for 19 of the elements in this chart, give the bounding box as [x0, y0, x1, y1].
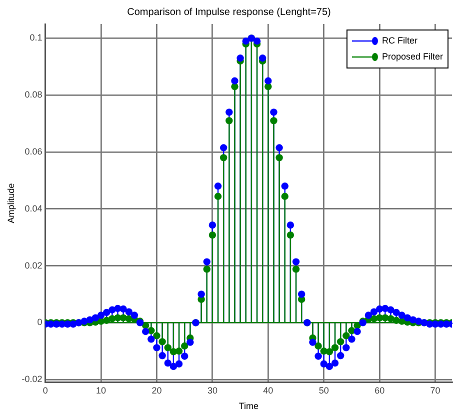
- y-tick-label: 0.06: [24, 146, 42, 156]
- x-tick-label: 50: [318, 385, 329, 396]
- x-tick-label: 20: [152, 385, 162, 396]
- y-tick-label: 0.1: [30, 32, 42, 43]
- x-axis-title: Time: [238, 401, 258, 412]
- y-tick-label: 0.04: [24, 203, 42, 214]
- x-tick-label: 40: [263, 385, 274, 396]
- legend-label: Proposed Filter: [382, 51, 444, 62]
- legend-label: RC Filter: [382, 35, 418, 46]
- x-tick-label: 60: [374, 385, 385, 396]
- y-tick-label: 0.08: [24, 90, 42, 100]
- chart-title: Comparison of Impulse response (Lenght=75): [127, 6, 331, 18]
- y-tick-label: -0.02: [22, 374, 42, 384]
- y-tick-label: 0.02: [24, 260, 42, 270]
- x-tick-label: 70: [430, 385, 440, 396]
- y-axis-title: Amplitude: [6, 183, 16, 224]
- y-tick-label: 0: [37, 317, 42, 328]
- x-tick-label: 30: [207, 385, 218, 396]
- x-tick-label: 10: [96, 385, 106, 396]
